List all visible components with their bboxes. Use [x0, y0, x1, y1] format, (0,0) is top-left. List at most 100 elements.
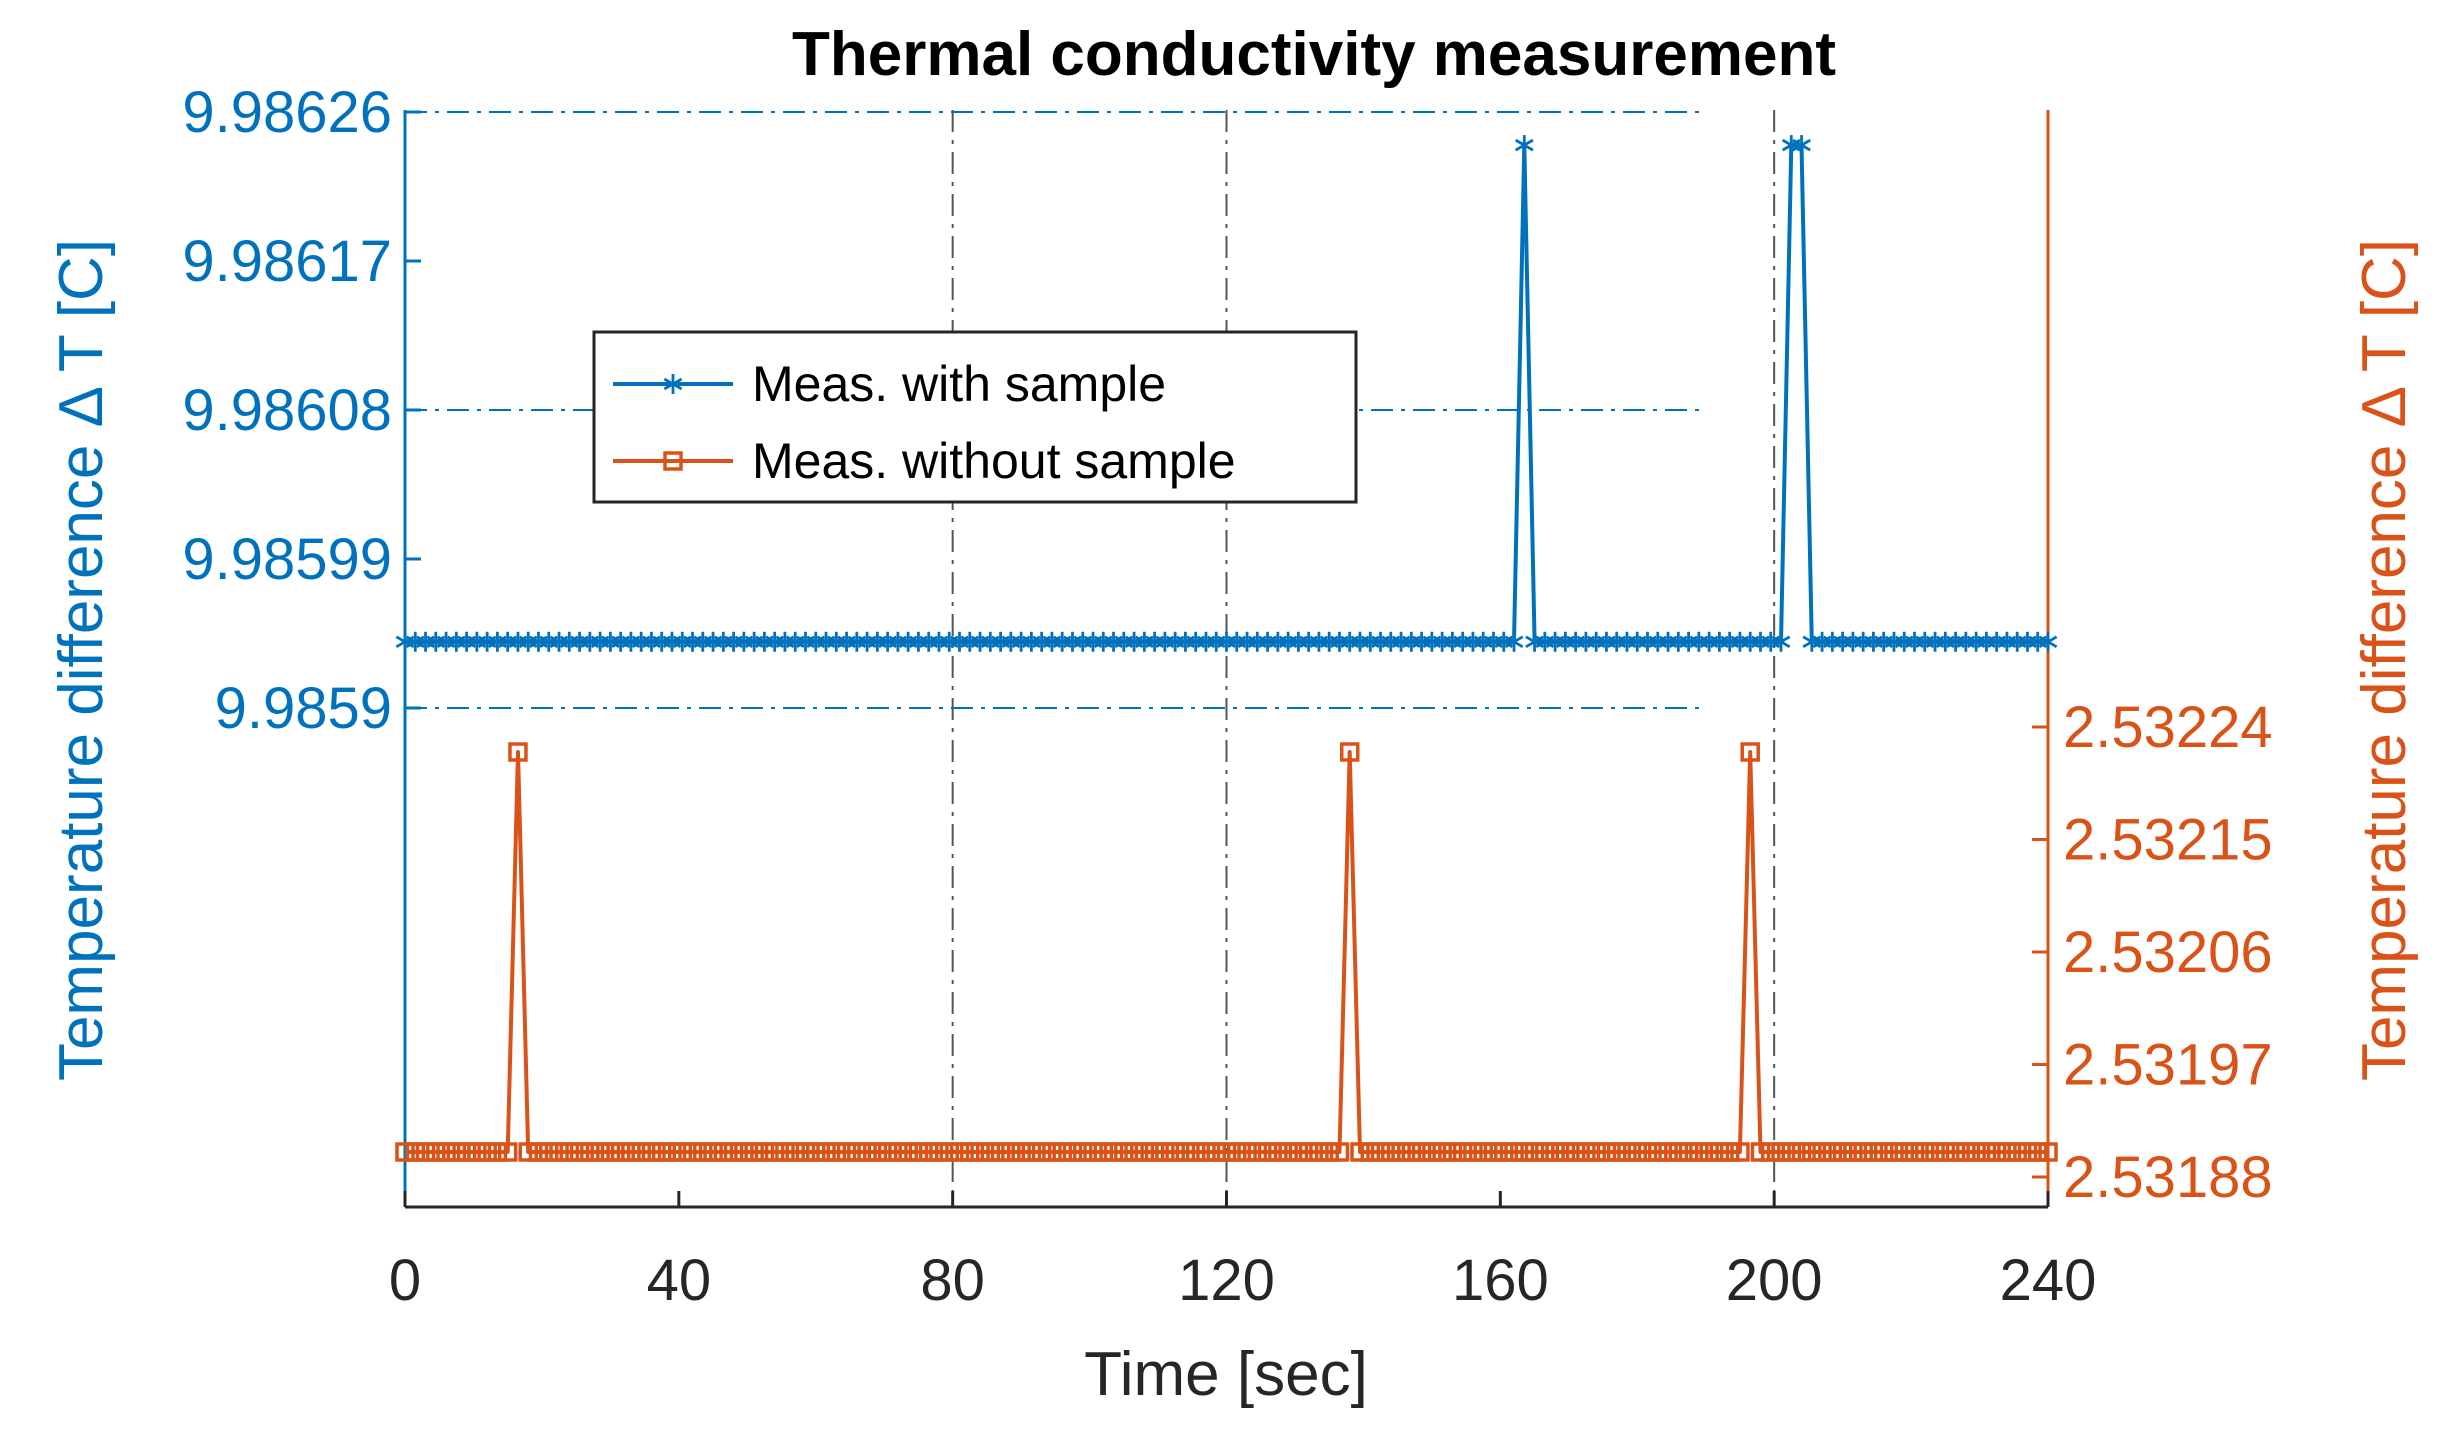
data-point-without-sample [610, 1142, 631, 1162]
data-point-without-sample [405, 1142, 426, 1162]
data-point-without-sample [1956, 1142, 1976, 1162]
data-point-without-sample [877, 1142, 898, 1162]
data-point-without-sample [1781, 1142, 1802, 1162]
data-point-without-sample [426, 1142, 446, 1162]
data-point-without-sample [847, 1142, 867, 1162]
right-axis-ticks: 2.53188 2.53197 2.53206 2.53215 2.53224 [2032, 695, 2273, 1210]
data-point-without-sample [1853, 1142, 1873, 1162]
data-point-without-sample [1216, 1142, 1237, 1162]
data-point-without-sample [1658, 1142, 1678, 1162]
data-point-without-sample [1760, 1142, 1781, 1162]
data-point-without-sample [1627, 1142, 1647, 1162]
x-tick-label: 160 [1452, 1248, 1549, 1313]
data-point-without-sample [456, 1142, 477, 1162]
data-point-without-sample [1555, 1142, 1576, 1162]
data-point-without-sample [795, 1142, 816, 1162]
data-point-without-sample [693, 1142, 713, 1162]
data-point-without-sample [1719, 1142, 1740, 1162]
data-point-without-sample [1709, 1142, 1730, 1162]
data-point-without-sample [785, 1142, 805, 1162]
data-point-without-sample [1935, 1142, 1956, 1162]
data-point-without-sample [1730, 1142, 1750, 1162]
data-point-without-sample [1617, 1142, 1637, 1162]
data-point-without-sample [939, 1142, 959, 1162]
data-point-without-sample [908, 1142, 929, 1162]
data-point-without-sample [1411, 1142, 1432, 1162]
data-point-without-sample [1401, 1142, 1422, 1162]
data-point-without-sample [1155, 1142, 1175, 1162]
data-point-without-sample [415, 1142, 436, 1162]
x-tick-label: 200 [1726, 1248, 1823, 1313]
data-point-without-sample [1576, 1142, 1596, 1162]
data-point-without-sample [1339, 742, 1360, 762]
data-point-without-sample [1093, 1142, 1114, 1162]
data-point-without-sample [2038, 1142, 2058, 1162]
data-point-without-sample [1165, 1142, 1185, 1162]
data-point-without-sample [1247, 1142, 1268, 1162]
x-tick-label: 40 [647, 1248, 712, 1313]
data-point-without-sample [477, 1142, 497, 1162]
data-point-with-sample [2038, 631, 2058, 652]
data-point-without-sample [1504, 1142, 1524, 1162]
series-meas-without-sample [395, 742, 2058, 1162]
left-tick-label: 9.9859 [215, 676, 392, 741]
data-point-without-sample [1648, 1142, 1668, 1162]
x-tick-label: 240 [2000, 1248, 2097, 1313]
legend-label-without-sample: Meas. without sample [752, 433, 1236, 489]
data-point-without-sample [1976, 1142, 1997, 1162]
data-point-without-sample [1483, 1142, 1504, 1162]
data-point-without-sample [764, 1142, 785, 1162]
data-point-without-sample [1494, 1142, 1514, 1162]
right-tick-label: 2.53224 [2063, 695, 2273, 760]
data-point-without-sample [497, 1142, 518, 1162]
data-point-without-sample [1134, 1142, 1155, 1162]
data-point-without-sample [1268, 1142, 1288, 1162]
x-axis-ticks: 0 40 80 120 160 200 240 [389, 1191, 2097, 1313]
data-point-without-sample [1298, 1142, 1319, 1162]
data-point-without-sample [816, 1142, 836, 1162]
data-point-without-sample [1884, 1142, 1904, 1162]
data-point-without-sample [1072, 1142, 1093, 1162]
data-point-without-sample [1052, 1142, 1072, 1162]
data-point-without-sample [1986, 1142, 2007, 1162]
data-point-without-sample [1791, 1142, 1812, 1162]
x-tick-label: 80 [920, 1248, 985, 1313]
data-point-without-sample [446, 1142, 467, 1162]
data-point-with-sample [1504, 631, 1524, 652]
data-point-without-sample [918, 1142, 939, 1162]
data-point-without-sample [1011, 1142, 1031, 1162]
data-point-without-sample [744, 1142, 764, 1162]
data-point-without-sample [713, 1142, 734, 1162]
right-tick-label: 2.53215 [2063, 808, 2273, 873]
data-point-without-sample [826, 1142, 847, 1162]
data-point-without-sample [1257, 1142, 1278, 1162]
legend: Meas. with sample Meas. without sample [592, 330, 1358, 504]
data-point-without-sample [1822, 1142, 1843, 1162]
data-point-without-sample [1062, 1142, 1083, 1162]
data-point-without-sample [1103, 1142, 1124, 1162]
data-point-with-sample [1771, 631, 1791, 652]
data-point-without-sample [1329, 1142, 1350, 1162]
data-point-without-sample [2007, 1142, 2027, 1162]
data-point-without-sample [990, 1142, 1011, 1162]
data-point-without-sample [703, 1142, 723, 1162]
data-point-without-sample [1750, 1142, 1771, 1162]
data-point-without-sample [549, 1142, 569, 1162]
data-point-without-sample [1925, 1142, 1945, 1162]
data-point-without-sample [1637, 1142, 1658, 1162]
data-point-without-sample [970, 1142, 990, 1162]
data-point-without-sample [1535, 1142, 1555, 1162]
data-point-without-sample [1740, 742, 1760, 762]
data-point-without-sample [1606, 1142, 1627, 1162]
data-point-without-sample [600, 1142, 621, 1162]
data-point-without-sample [1278, 1142, 1298, 1162]
data-point-without-sample [1309, 1142, 1329, 1162]
data-point-without-sample [1237, 1142, 1257, 1162]
asterisk-stroke [2038, 635, 2058, 648]
data-point-without-sample [539, 1142, 559, 1162]
asterisk-stroke [1514, 138, 1534, 152]
data-point-without-sample [1904, 1142, 1925, 1162]
data-point-without-sample [1863, 1142, 1884, 1162]
data-point-without-sample [1206, 1142, 1226, 1162]
data-point-without-sample [1915, 1142, 1935, 1162]
